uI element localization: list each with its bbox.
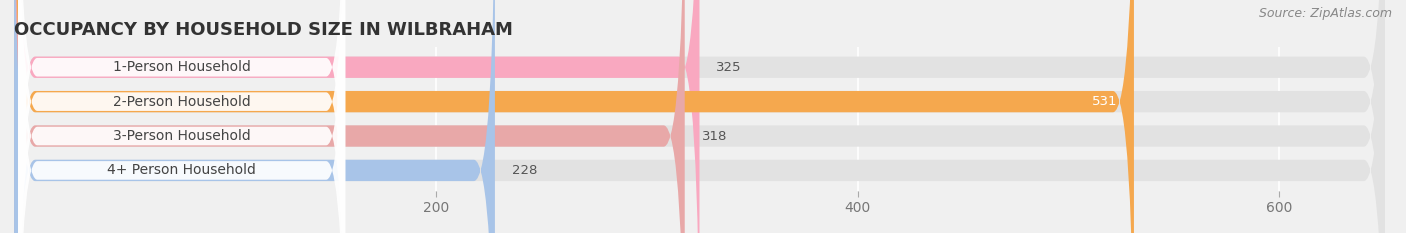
Text: 318: 318 — [702, 130, 727, 143]
FancyBboxPatch shape — [14, 0, 1385, 233]
FancyBboxPatch shape — [14, 0, 495, 233]
FancyBboxPatch shape — [18, 0, 346, 233]
FancyBboxPatch shape — [18, 0, 346, 233]
Text: 2-Person Household: 2-Person Household — [112, 95, 250, 109]
FancyBboxPatch shape — [14, 0, 700, 233]
Text: 1-Person Household: 1-Person Household — [112, 60, 250, 74]
FancyBboxPatch shape — [14, 0, 1135, 233]
Text: 531: 531 — [1091, 95, 1118, 108]
FancyBboxPatch shape — [18, 0, 346, 233]
FancyBboxPatch shape — [14, 0, 1385, 233]
Text: Source: ZipAtlas.com: Source: ZipAtlas.com — [1258, 7, 1392, 20]
Text: 228: 228 — [512, 164, 537, 177]
Text: 4+ Person Household: 4+ Person Household — [107, 163, 256, 177]
FancyBboxPatch shape — [14, 0, 1385, 233]
FancyBboxPatch shape — [14, 0, 685, 233]
Text: 3-Person Household: 3-Person Household — [112, 129, 250, 143]
Text: OCCUPANCY BY HOUSEHOLD SIZE IN WILBRAHAM: OCCUPANCY BY HOUSEHOLD SIZE IN WILBRAHAM — [14, 21, 513, 39]
FancyBboxPatch shape — [14, 0, 1385, 233]
FancyBboxPatch shape — [18, 0, 346, 233]
Text: 325: 325 — [717, 61, 742, 74]
